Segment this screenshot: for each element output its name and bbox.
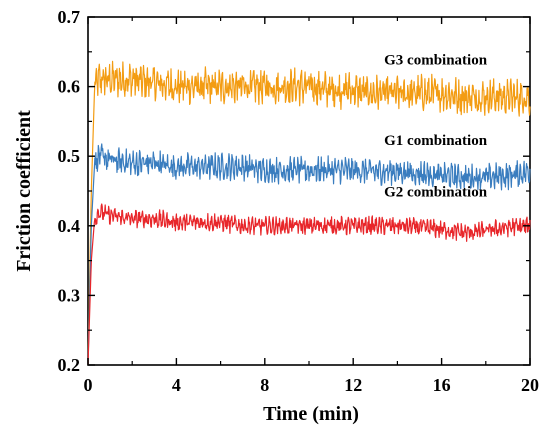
y-tick-label-0.6: 0.6 [58,77,81,97]
series-g3-combination [87,60,531,366]
y-axis-title: Friction coefficient [13,110,35,272]
y-tick-label-0.3: 0.3 [58,285,81,305]
x-axis-title: Time (min) [263,403,359,425]
axes-layer: 0 4 8 12 16 20 0.2 0.3 0.4 0.5 0.6 0.7 [58,7,540,395]
y-tick-label-0.2: 0.2 [58,355,81,375]
x-tick-label-12: 12 [344,375,362,395]
x-tick-label-8: 8 [260,375,269,395]
series-layer: G3 combination G1 combination G2 combinati… [87,52,531,366]
series-label-2: G1 combination [384,133,488,149]
series-g1-combination [87,143,531,366]
y-tick-label-0.4: 0.4 [58,216,81,236]
x-tick-label-4: 4 [172,375,181,395]
x-tick-label-0: 0 [84,375,93,395]
y-tick-label-0.7: 0.7 [58,7,81,27]
series-label-1: G3 combination [384,52,488,68]
x-tick-label-16: 16 [433,375,451,395]
series-label-3: G2 combination [384,185,488,201]
y-tick-label-0.5: 0.5 [58,146,81,166]
series-g2-combination [87,203,531,366]
x-tick-label-20: 20 [521,375,539,395]
